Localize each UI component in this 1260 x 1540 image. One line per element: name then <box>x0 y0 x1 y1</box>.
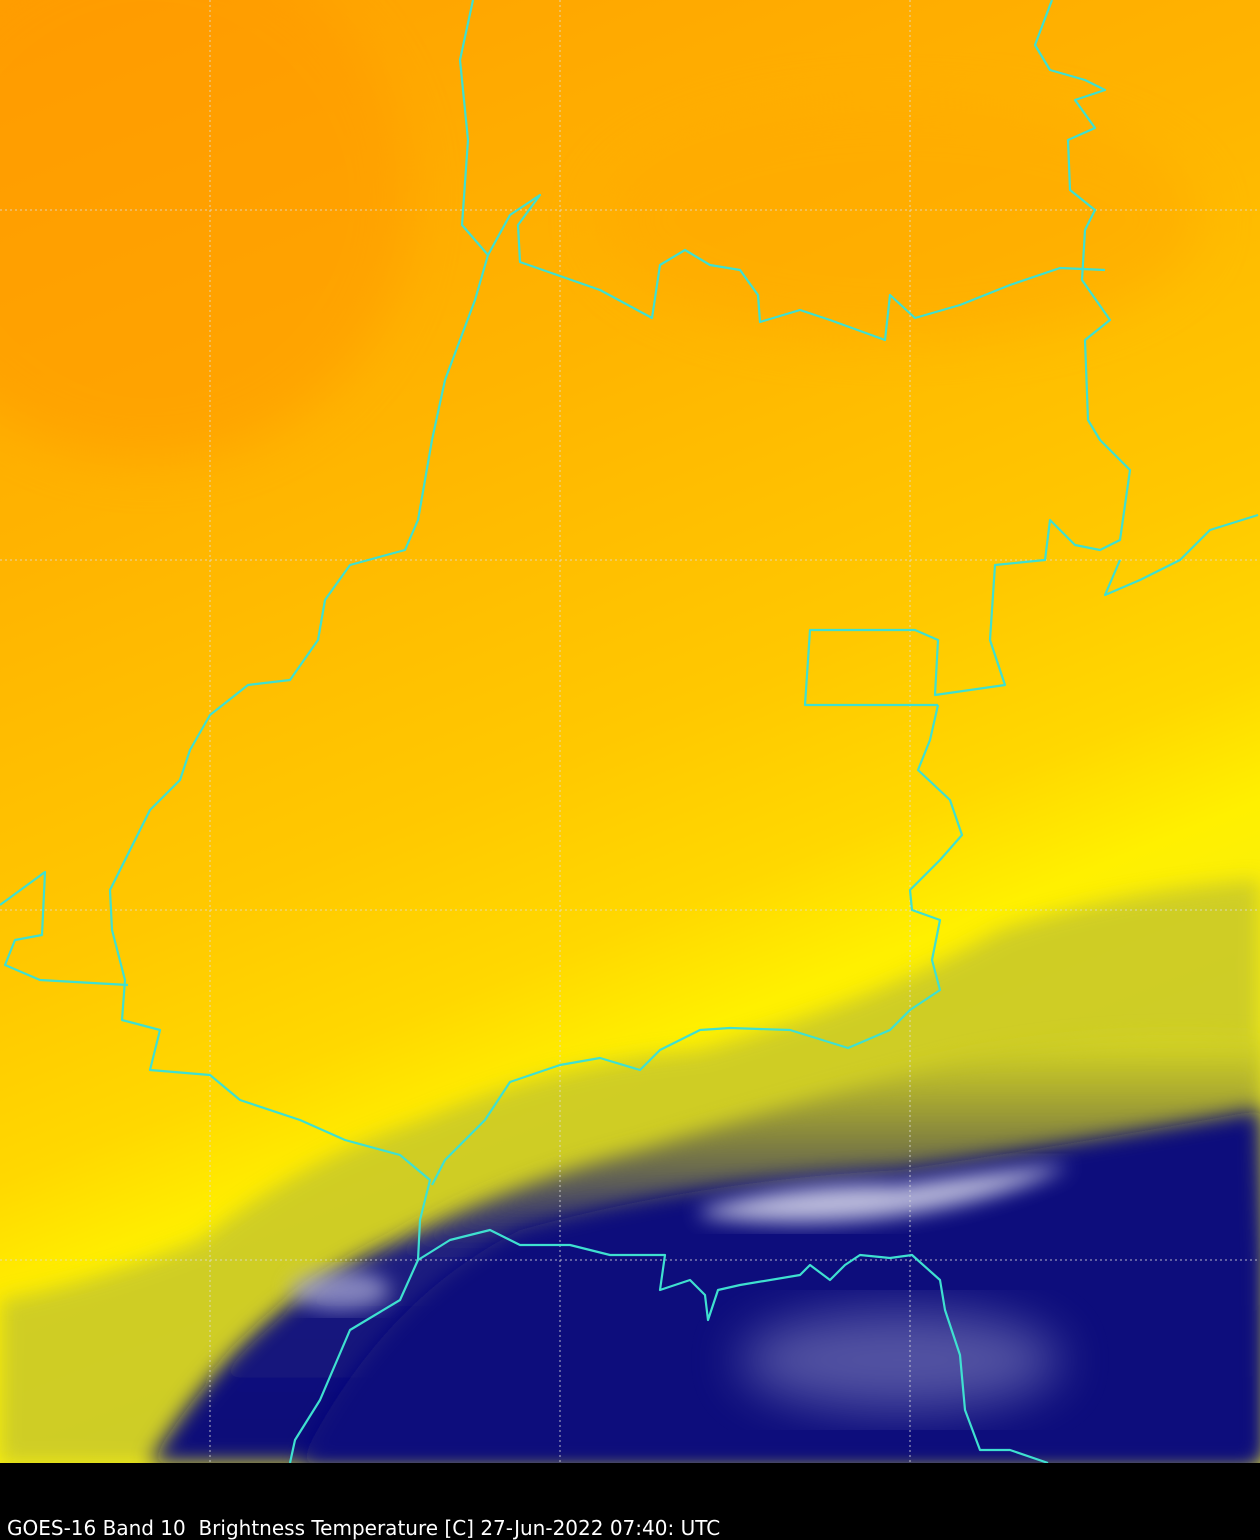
border <box>108 0 490 1464</box>
border <box>1103 513 1259 597</box>
border <box>487 193 1106 342</box>
graticule <box>0 0 1260 1463</box>
border <box>0 870 129 987</box>
borders <box>0 0 1259 1465</box>
border <box>417 1228 1049 1465</box>
border <box>431 704 964 1186</box>
caption-bar <box>0 1463 1260 1540</box>
imagery <box>0 0 1260 1463</box>
border <box>803 0 1132 707</box>
caption: GOES-16 Band 10 Brightness Temperature [… <box>7 1516 720 1540</box>
